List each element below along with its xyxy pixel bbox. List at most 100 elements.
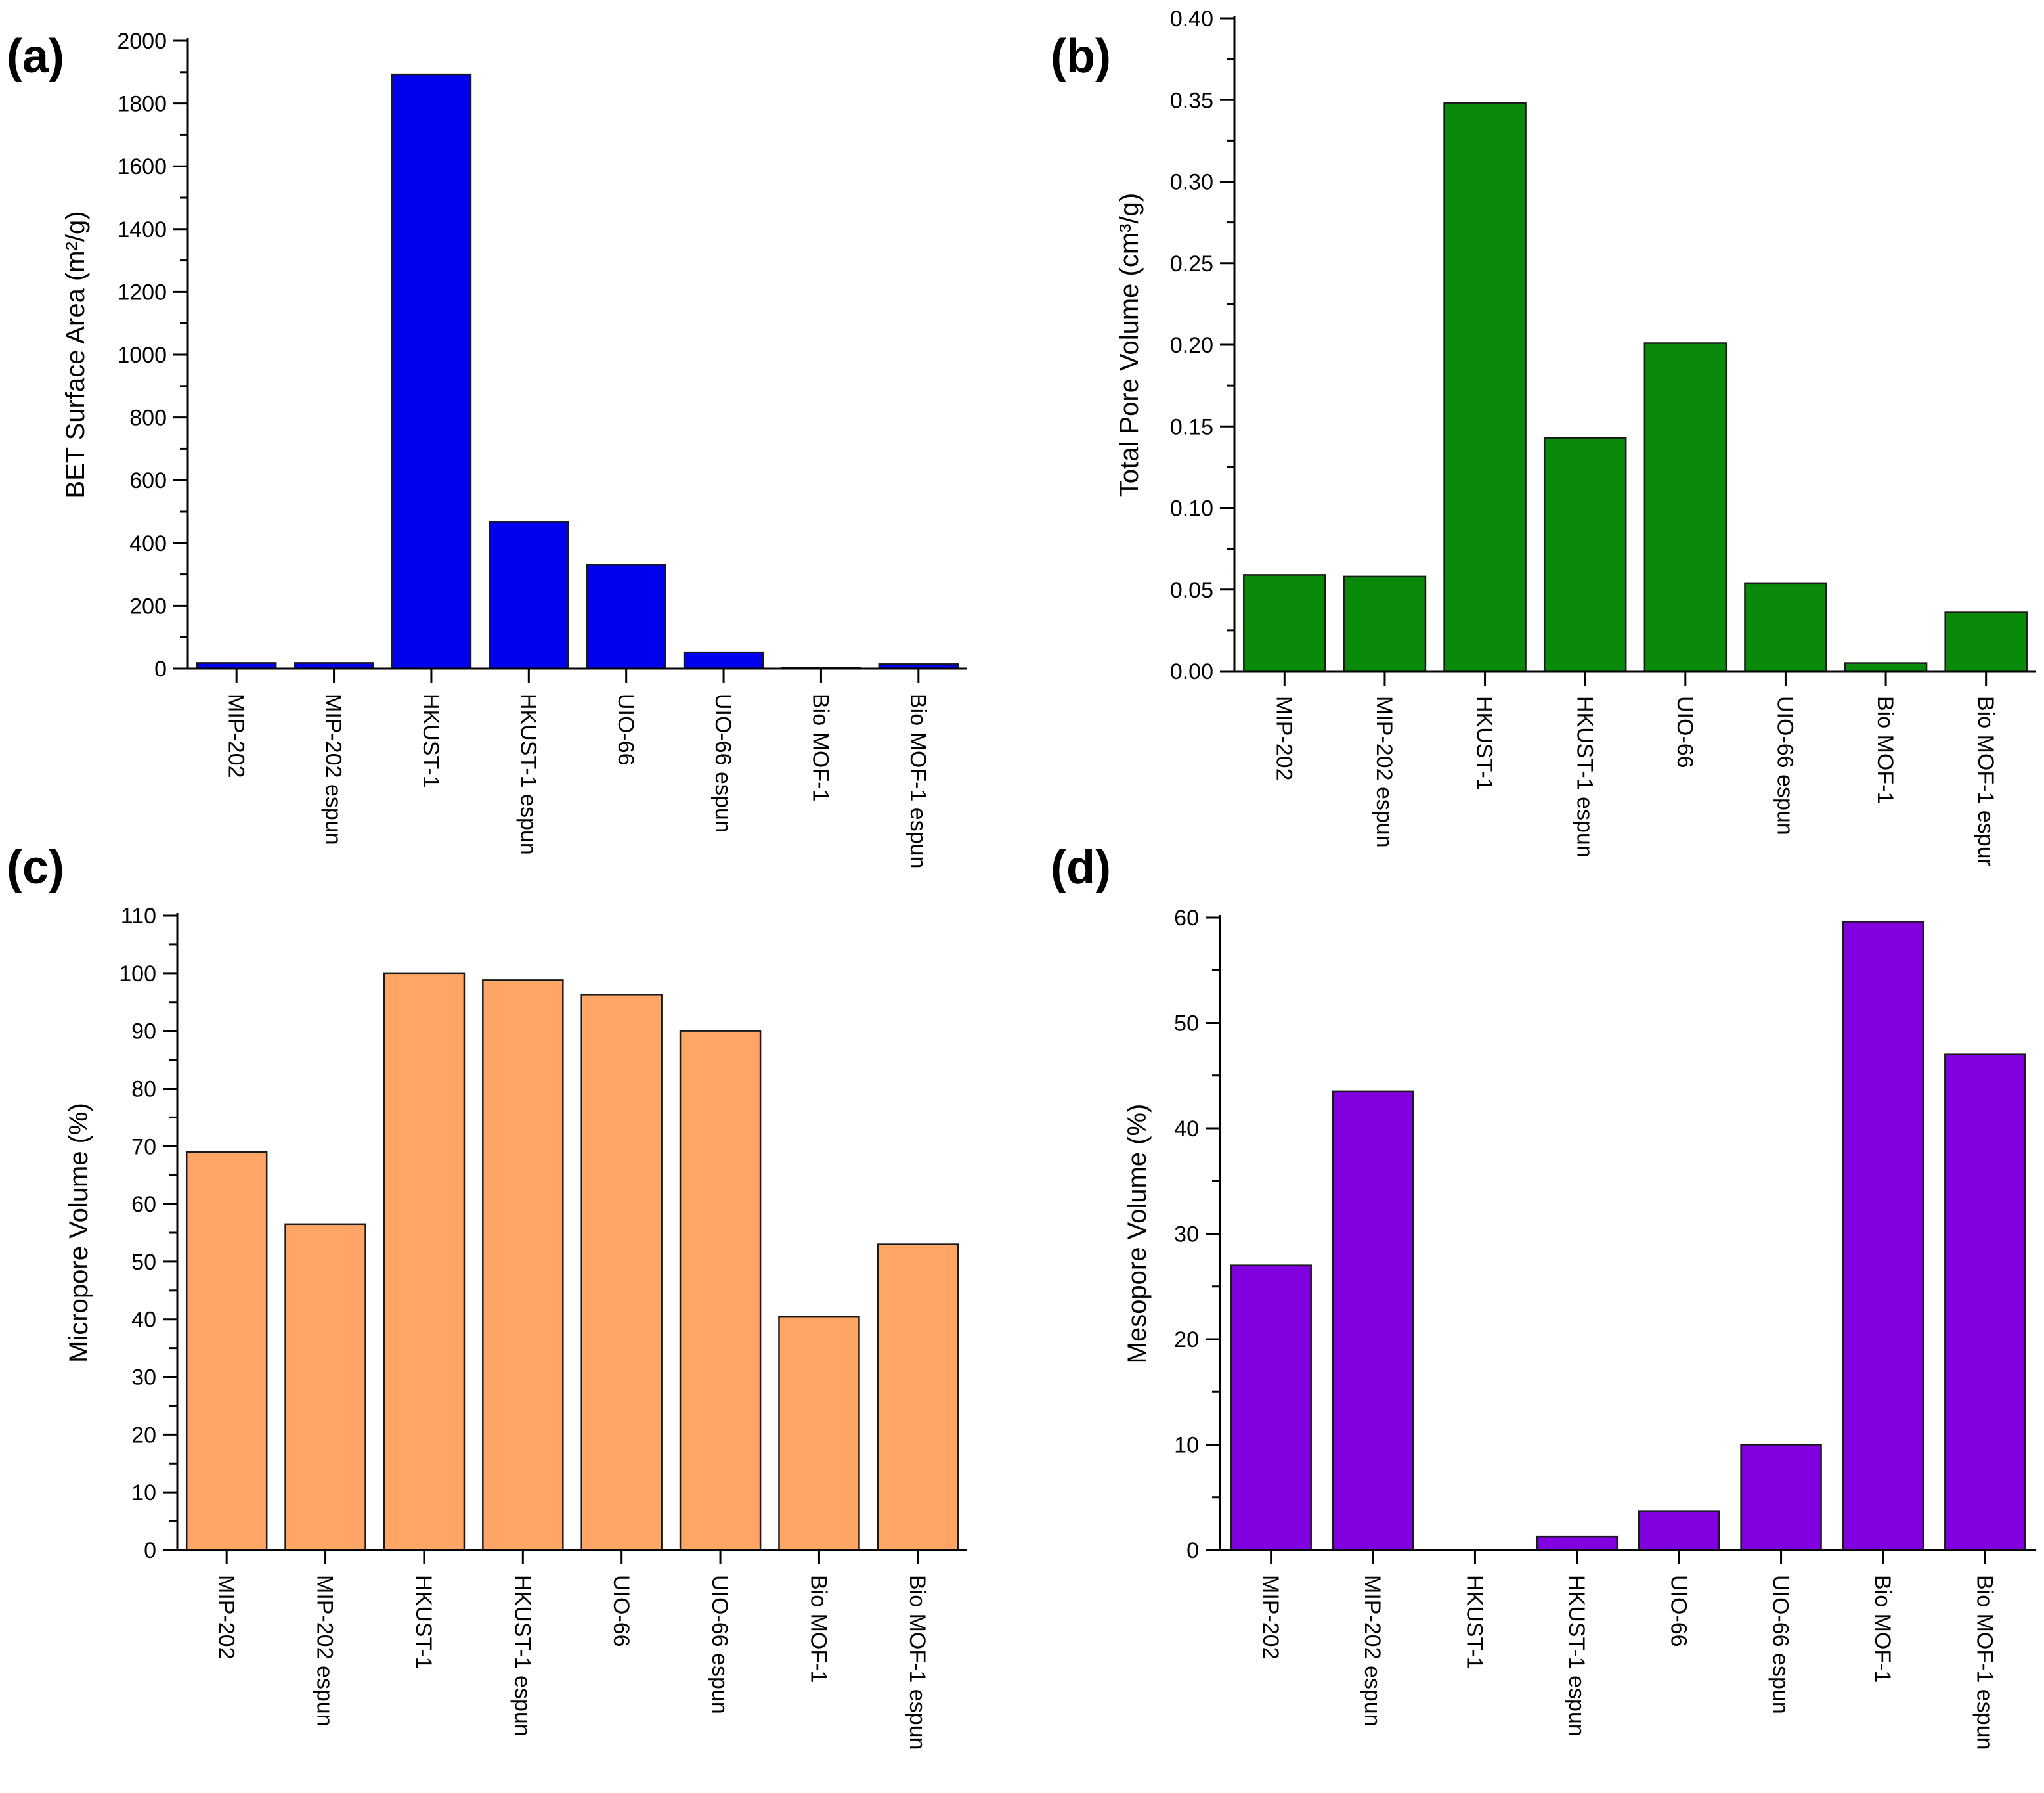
panel-d-mesopore-volume: (d) 0 10 20 30 40 50 60 MIP-202 MIP-202 espun HKU… <box>1051 841 2036 1750</box>
y-tick-label: 0.35 <box>1170 88 1213 113</box>
y-tick-label: 2000 <box>117 29 167 54</box>
y-tick-label: 0.25 <box>1170 252 1213 277</box>
y-tick-label: 1800 <box>117 92 167 117</box>
y-tick-label: 40 <box>131 1308 156 1333</box>
y-tick-label: 70 <box>131 1134 156 1159</box>
bar-8 <box>877 1243 959 1551</box>
x-category-label: UIO-66 espun <box>707 1575 732 1714</box>
y-tick-label: 50 <box>131 1250 156 1275</box>
x-category-label: UIO-66 <box>613 694 638 766</box>
panel-d-label: (d) <box>1051 841 1111 894</box>
x-category-label: HKUST-1 <box>418 694 443 788</box>
x-category-label: MIP-202 espun <box>321 694 346 845</box>
y-tick-label: 1200 <box>117 280 167 305</box>
y-axis-title: Total Pore Volume (cm³/g) <box>1115 193 1144 497</box>
x-category-label: UIO-66 espun <box>1768 1575 1793 1714</box>
x-category-label: Bio MOF-1 <box>1870 1575 1895 1683</box>
bar-3 <box>383 972 466 1551</box>
bar-4 <box>1536 1535 1619 1551</box>
y-tick-label: 0.30 <box>1170 170 1213 195</box>
x-category-label: HKUST-1 espun <box>515 694 540 855</box>
bar-6 <box>1740 1444 1822 1551</box>
x-category-label: MIP-202 <box>1258 1575 1283 1660</box>
y-tick-label: 50 <box>1174 1011 1199 1036</box>
x-category-label: Bio MOF-1 <box>808 694 833 801</box>
y-tick-label: 90 <box>131 1019 156 1044</box>
bar-6 <box>683 651 764 670</box>
y-tick-label: 30 <box>1174 1222 1199 1247</box>
y-tick-label: 40 <box>1174 1117 1199 1141</box>
x-category-label: UIO-66 espun <box>1773 696 1798 835</box>
x-category-label: Bio MOF-1 espun <box>905 1575 930 1750</box>
x-category-label: Bio MOF-1 espun <box>905 694 930 868</box>
panel-c-label: (c) <box>7 841 64 894</box>
x-category-label: MIP-202 <box>213 1575 238 1660</box>
y-axis-title: Mesopore Volume (%) <box>1123 1104 1152 1364</box>
y-tick-label: 20 <box>131 1423 156 1448</box>
y-tick-label: 10 <box>1174 1433 1199 1458</box>
y-tick-label: 110 <box>121 904 156 929</box>
y-tick-label: 0 <box>154 657 167 682</box>
y-tick-label: 100 <box>119 962 156 986</box>
y-tick-label: 600 <box>129 468 167 493</box>
y-tick-label: 1400 <box>117 217 167 242</box>
y-tick-label: 20 <box>1174 1327 1199 1352</box>
bar-2 <box>1332 1090 1414 1551</box>
bar-5 <box>1638 1510 1720 1551</box>
y-tick-label: 0.15 <box>1170 414 1213 439</box>
bar-4 <box>1543 437 1627 673</box>
bar-4 <box>482 979 564 1551</box>
x-category-label: MIP-202 <box>1271 696 1296 781</box>
y-axis-title: Micropore Volume (%) <box>64 1103 93 1363</box>
y-tick-label: 60 <box>131 1192 156 1217</box>
x-category-label: Bio MOF-1 <box>806 1575 831 1683</box>
x-category-label: HKUST-1 espun <box>1572 696 1597 858</box>
bar-5 <box>1643 342 1728 673</box>
panel-a-label: (a) <box>7 30 64 83</box>
y-tick-label: 0.00 <box>1170 659 1213 684</box>
y-tick-label: 400 <box>129 531 167 556</box>
bar-6 <box>679 1030 762 1551</box>
y-tick-label: 0 <box>1186 1538 1199 1563</box>
x-category-label: HKUST-1 <box>411 1575 436 1670</box>
bar-8 <box>1944 1053 2026 1551</box>
x-category-label: MIP-202 espun <box>1372 696 1397 848</box>
x-category-label: MIP-202 <box>223 694 248 778</box>
x-category-label: MIP-202 espun <box>313 1575 337 1727</box>
x-category-label: Bio MOF-1 espur <box>1973 696 1998 866</box>
y-tick-label: 800 <box>129 406 167 431</box>
x-category-label: UIO-66 <box>609 1575 634 1647</box>
y-tick-label: 10 <box>131 1480 156 1505</box>
x-category-label: Bio MOF-1 <box>1873 696 1898 804</box>
y-tick-label: 30 <box>131 1365 156 1390</box>
bar-7 <box>1844 662 1928 673</box>
bar-7 <box>778 1316 860 1551</box>
x-category-label: Bio MOF-1 espun <box>1972 1575 1997 1750</box>
y-tick-label: 60 <box>1174 906 1199 931</box>
bar-1 <box>1243 574 1326 673</box>
x-category-label: UIO-66 <box>1672 696 1697 768</box>
y-tick-label: 0.05 <box>1170 578 1213 603</box>
x-category-label: UIO-66 <box>1666 1575 1691 1647</box>
y-axis-title: BET Surface Area (m²/g) <box>61 211 90 498</box>
y-tick-label: 0.10 <box>1170 497 1213 521</box>
x-category-label: HKUST-1 <box>1462 1575 1487 1670</box>
y-tick-label: 0 <box>144 1538 156 1563</box>
panel-c-micropore-volume: (c) 0 10 20 30 40 50 60 70 80 90 100 110 MIP-202 MIP-… <box>7 841 967 1750</box>
bar-6 <box>1744 582 1827 673</box>
y-tick-label: 0.20 <box>1170 333 1213 358</box>
y-tick-label: 1000 <box>117 343 167 368</box>
x-category-label: HKUST-1 espun <box>1564 1575 1589 1737</box>
panel-a-bet-surface-area: (a) 0 200 400 600 800 1000 1200 1400 1600 1800 200… <box>7 29 967 868</box>
bar-4 <box>489 521 569 670</box>
bar-2 <box>284 1223 366 1551</box>
bar-5 <box>580 994 663 1551</box>
bar-3 <box>1443 102 1527 673</box>
bar-3 <box>391 73 472 670</box>
panel-b-total-pore-volume: (b) 0.00 0.05 0.10 0.15 0.20 0.25 0.30 0.35 0.40… <box>1051 7 2036 866</box>
bar-1 <box>1230 1264 1312 1551</box>
bar-1 <box>185 1151 268 1551</box>
y-tick-label: 1600 <box>117 154 167 179</box>
x-category-label: HKUST-1 <box>1472 696 1497 791</box>
